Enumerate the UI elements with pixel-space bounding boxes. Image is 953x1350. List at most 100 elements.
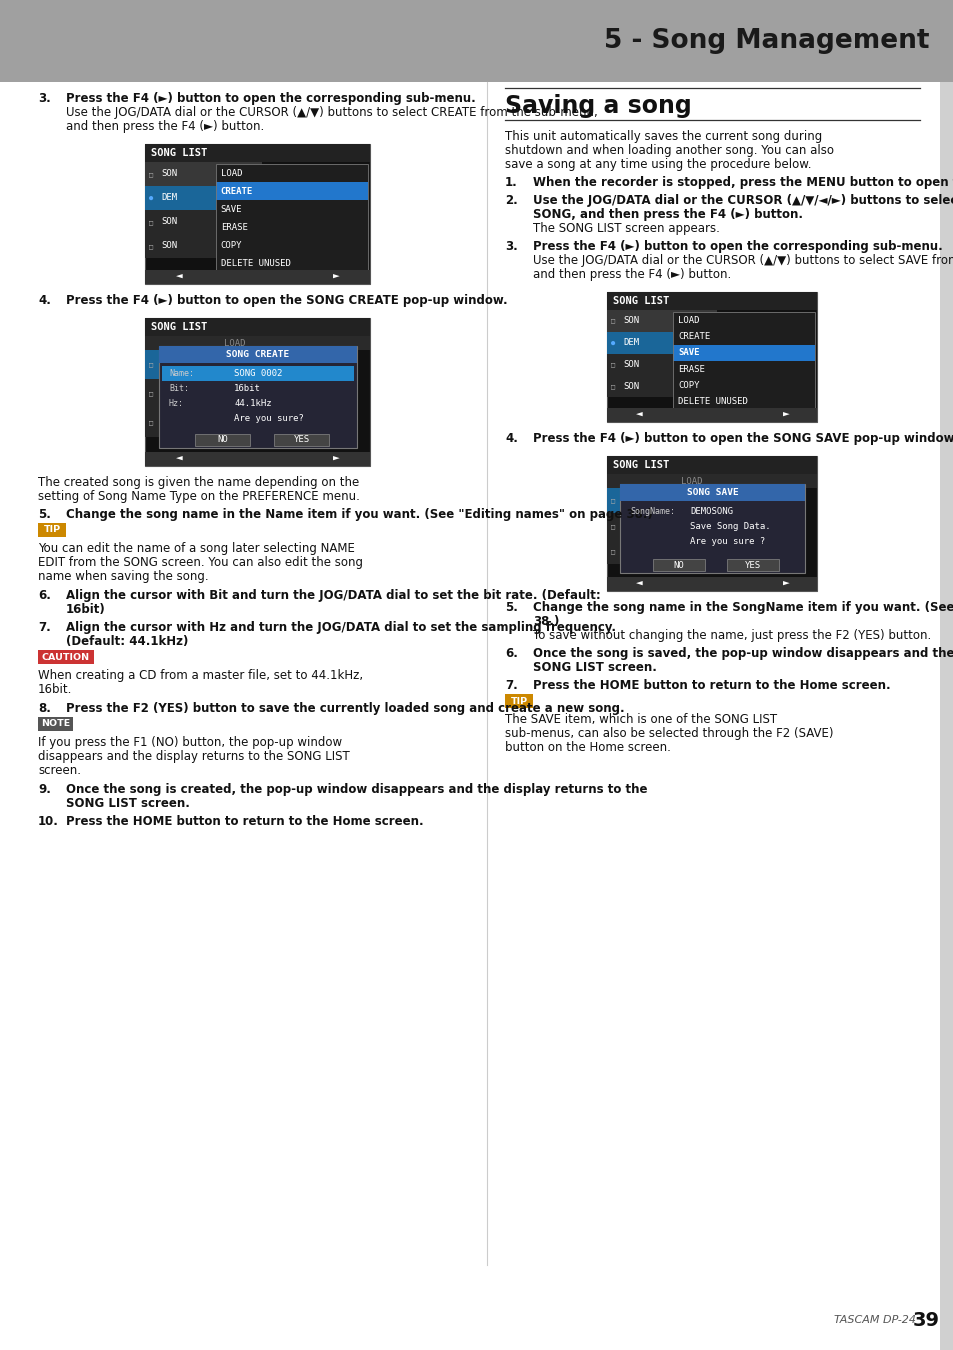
Text: 4.: 4. xyxy=(38,294,51,306)
Text: 9.: 9. xyxy=(38,783,51,796)
Bar xyxy=(38,522,67,537)
Text: SON: SON xyxy=(623,382,639,390)
Bar xyxy=(672,378,815,394)
Bar xyxy=(162,366,354,381)
Text: 16bit): 16bit) xyxy=(66,603,106,616)
Text: □: □ xyxy=(150,243,153,248)
Bar xyxy=(159,346,356,363)
Bar xyxy=(607,375,716,397)
Text: ERASE: ERASE xyxy=(220,223,248,231)
Bar xyxy=(607,456,817,474)
Bar xyxy=(607,513,653,539)
Text: ►: ► xyxy=(781,410,788,420)
Bar xyxy=(194,433,250,446)
Text: The created song is given the name depending on the: The created song is given the name depen… xyxy=(38,477,359,489)
Bar xyxy=(215,163,368,182)
Text: SON: SON xyxy=(161,242,177,251)
Text: COPY: COPY xyxy=(220,240,242,250)
Bar xyxy=(146,162,262,186)
Bar xyxy=(672,312,815,410)
Text: SONG LIST: SONG LIST xyxy=(613,296,669,306)
Text: Saving a song: Saving a song xyxy=(504,95,691,117)
Bar xyxy=(38,717,73,730)
Bar xyxy=(146,350,194,379)
Text: 4.: 4. xyxy=(504,432,517,446)
Text: To save without changing the name, just press the F2 (YES) button.: To save without changing the name, just … xyxy=(533,629,930,643)
Text: DELETE UNUSED: DELETE UNUSED xyxy=(220,258,291,267)
Bar xyxy=(607,310,716,332)
Text: DEM: DEM xyxy=(623,338,639,347)
Text: SONG LIST: SONG LIST xyxy=(152,148,208,158)
Bar xyxy=(146,379,194,408)
Text: 1.: 1. xyxy=(504,176,517,189)
Bar xyxy=(619,485,804,501)
Text: □: □ xyxy=(611,362,615,367)
Text: Press the F4 (►) button to open the corresponding sub-menu.: Press the F4 (►) button to open the corr… xyxy=(533,240,942,252)
Bar xyxy=(672,344,815,360)
Text: 2.: 2. xyxy=(504,194,517,207)
Bar xyxy=(607,292,817,311)
Text: SON: SON xyxy=(161,217,177,227)
Text: (Default: 44.1kHz): (Default: 44.1kHz) xyxy=(66,634,188,648)
Text: Are you sure?: Are you sure? xyxy=(234,414,304,423)
Text: sub-menus, can also be selected through the F2 (SAVE): sub-menus, can also be selected through … xyxy=(504,728,833,740)
Text: shutdown and when loading another song. You can also: shutdown and when loading another song. … xyxy=(504,144,833,157)
Text: LOAD: LOAD xyxy=(220,169,242,177)
Text: ●: ● xyxy=(150,194,153,201)
Text: 8.: 8. xyxy=(38,702,51,716)
Bar xyxy=(215,200,368,217)
Text: 39: 39 xyxy=(912,1311,939,1330)
Text: 3.: 3. xyxy=(504,240,517,252)
Text: Press the F4 (►) button to open the corresponding sub-menu.: Press the F4 (►) button to open the corr… xyxy=(66,92,476,105)
Bar xyxy=(215,217,368,236)
Text: □: □ xyxy=(611,498,615,504)
Text: ◄: ◄ xyxy=(635,410,641,420)
Bar xyxy=(607,354,716,375)
Text: setting of Song Name Type on the PREFERENCE menu.: setting of Song Name Type on the PREFERE… xyxy=(38,490,359,504)
Text: 7.: 7. xyxy=(504,679,517,693)
Text: name when saving the song.: name when saving the song. xyxy=(38,570,209,583)
Text: Press the HOME button to return to the Home screen.: Press the HOME button to return to the H… xyxy=(533,679,890,693)
Bar xyxy=(146,319,370,336)
Text: □: □ xyxy=(150,171,153,177)
Text: SONG 0002: SONG 0002 xyxy=(234,369,282,378)
Text: TIP: TIP xyxy=(510,697,527,706)
Text: 5.: 5. xyxy=(504,601,517,614)
Text: SONG LIST screen.: SONG LIST screen. xyxy=(533,662,657,674)
Text: Press the F2 (YES) button to save the currently loaded song and create a new son: Press the F2 (YES) button to save the cu… xyxy=(66,702,624,716)
Bar xyxy=(607,292,817,423)
Text: 7.: 7. xyxy=(38,621,51,634)
Bar xyxy=(146,144,370,162)
Text: YES: YES xyxy=(744,560,760,570)
Bar xyxy=(146,144,370,284)
Text: □: □ xyxy=(150,420,153,425)
Text: 3.: 3. xyxy=(38,92,51,105)
Text: 10.: 10. xyxy=(38,815,59,828)
Text: If you press the F1 (NO) button, the pop-up window: If you press the F1 (NO) button, the pop… xyxy=(38,736,342,749)
Bar xyxy=(607,456,817,591)
Text: EDIT from the SONG screen. You can also edit the song: EDIT from the SONG screen. You can also … xyxy=(38,556,363,568)
Text: ◄: ◄ xyxy=(175,454,182,464)
Bar xyxy=(274,433,329,446)
Bar xyxy=(146,452,370,466)
Text: screen.: screen. xyxy=(38,764,81,778)
Text: DELETE UNUSED: DELETE UNUSED xyxy=(678,397,747,406)
Text: 16bit.: 16bit. xyxy=(38,683,72,697)
Bar xyxy=(607,487,653,513)
Bar xyxy=(146,234,262,258)
Text: NO: NO xyxy=(216,436,228,444)
Text: □: □ xyxy=(611,548,615,555)
Text: Align the cursor with Hz and turn the JOG/DATA dial to set the sampling frequenc: Align the cursor with Hz and turn the JO… xyxy=(66,621,616,634)
Text: SONG LIST: SONG LIST xyxy=(613,460,669,470)
Bar xyxy=(726,559,779,571)
Text: CAUTION: CAUTION xyxy=(42,652,90,662)
Bar xyxy=(607,474,817,487)
Text: CREATE: CREATE xyxy=(678,332,710,342)
Text: SAVE: SAVE xyxy=(220,204,242,213)
Bar xyxy=(146,336,370,350)
Text: ►: ► xyxy=(333,454,340,464)
Text: save a song at any time using the procedure below.: save a song at any time using the proced… xyxy=(504,158,811,171)
Text: □: □ xyxy=(611,524,615,529)
Bar xyxy=(607,332,716,354)
Text: SongName:: SongName: xyxy=(629,508,675,516)
